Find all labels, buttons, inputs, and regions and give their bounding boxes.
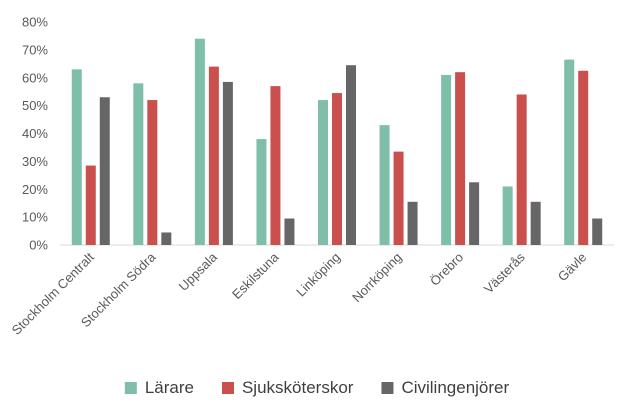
- y-tick-label: 0%: [29, 238, 48, 253]
- bar: [318, 100, 328, 245]
- bar: [147, 100, 158, 245]
- y-tick-label: 60%: [22, 70, 48, 85]
- x-tick-label: Linköping: [293, 250, 343, 300]
- legend-item: Sjuksköterskor: [221, 378, 354, 397]
- bar: [578, 70, 589, 245]
- bar: [161, 232, 172, 245]
- bar: [222, 81, 233, 246]
- y-tick-label: 10%: [22, 210, 48, 225]
- y-tick-label: 40%: [22, 126, 48, 141]
- y-tick-label: 70%: [22, 42, 48, 57]
- legend-swatch: [124, 382, 137, 394]
- bar: [99, 97, 110, 245]
- bar: [379, 125, 390, 245]
- bar: [530, 201, 541, 245]
- legend-swatch: [221, 382, 234, 394]
- x-tick-label: Norrköping: [349, 250, 405, 306]
- bar: [393, 151, 404, 245]
- bar: [469, 182, 480, 245]
- bar: [346, 65, 356, 245]
- legend-label: Civilingenjörer: [401, 378, 509, 397]
- x-tick-label: Västerås: [481, 249, 528, 296]
- legend: Lärare Sjuksköterskor Civilingenjörer: [124, 378, 510, 397]
- bar: [85, 165, 96, 245]
- legend-swatch: [381, 382, 394, 394]
- y-tick-label: 80%: [22, 15, 48, 30]
- y-tick-label: 20%: [22, 182, 48, 197]
- bar: [407, 201, 418, 245]
- bar: [441, 74, 452, 246]
- bar: [208, 66, 219, 245]
- bar: [564, 59, 575, 245]
- legend-label: Lärare: [145, 378, 194, 397]
- y-axis: 0% 10% 20% 30% 40% 50% 60% 70% 80%: [22, 15, 48, 253]
- y-tick-label: 50%: [22, 98, 48, 113]
- bar: [516, 94, 527, 245]
- bar: [270, 86, 281, 245]
- bar: [592, 218, 603, 245]
- bar: [502, 186, 513, 245]
- legend-item: Civilingenjörer: [381, 378, 510, 397]
- bar: [194, 38, 205, 245]
- bar: [284, 218, 295, 245]
- bar: [332, 93, 342, 245]
- x-tick-label: Eskilstuna: [229, 249, 282, 302]
- bar: [133, 83, 144, 245]
- x-tick-label: Örebro: [427, 250, 466, 289]
- bar: [455, 72, 466, 245]
- x-tick-label: Gävle: [555, 250, 590, 285]
- legend-item: Lärare: [124, 378, 194, 397]
- bar: [71, 69, 82, 245]
- bar: [256, 139, 267, 245]
- bars: [71, 38, 603, 246]
- y-tick-label: 30%: [22, 154, 48, 169]
- legend-label: Sjuksköterskor: [242, 378, 354, 397]
- x-tick-label: Uppsala: [176, 249, 221, 294]
